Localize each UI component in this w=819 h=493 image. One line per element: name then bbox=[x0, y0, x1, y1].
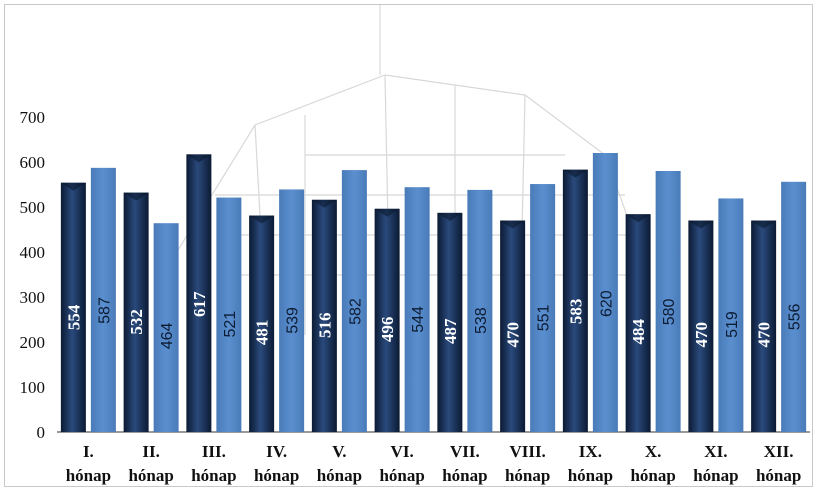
x-tick-label: hónap bbox=[505, 466, 550, 485]
bar-value-label: 487 bbox=[441, 318, 460, 344]
bar-top-bevel bbox=[123, 192, 149, 201]
bar-top-bevel bbox=[751, 220, 777, 229]
bar-series-2 bbox=[467, 189, 493, 432]
bar-top-bevel bbox=[500, 220, 526, 229]
y-tick-label: 400 bbox=[20, 243, 46, 262]
bar-value-label: 539 bbox=[285, 307, 302, 334]
x-tick-label: hónap bbox=[379, 466, 424, 485]
bar-top-bevel bbox=[562, 169, 588, 178]
x-tick-label: I. bbox=[83, 442, 94, 461]
x-tick-label: IV. bbox=[266, 442, 287, 461]
bar-series-1 bbox=[311, 199, 337, 432]
bar-series-2 bbox=[592, 153, 618, 432]
bar-value-label: 470 bbox=[504, 322, 523, 348]
bar-series-2 bbox=[216, 197, 242, 432]
y-tick-label: 0 bbox=[37, 423, 46, 442]
bar-series-2 bbox=[341, 170, 367, 432]
x-tick-label: hónap bbox=[128, 466, 173, 485]
bar-top-bevel bbox=[311, 199, 337, 208]
bar-series-2 bbox=[781, 181, 807, 432]
bar-top-bevel bbox=[625, 214, 651, 223]
x-tick-label: VI. bbox=[391, 442, 414, 461]
bar-value-label: 532 bbox=[127, 309, 146, 335]
x-tick-label: hónap bbox=[66, 466, 111, 485]
bar-value-label: 470 bbox=[755, 322, 774, 348]
bar-top-bevel bbox=[249, 215, 275, 224]
bar-series-2 bbox=[655, 171, 681, 432]
bar-value-label: 617 bbox=[190, 291, 209, 317]
bar-series-2 bbox=[404, 187, 430, 432]
x-tick-label: hónap bbox=[756, 466, 801, 485]
bar-value-label: 470 bbox=[692, 322, 711, 348]
x-tick-label: V. bbox=[332, 442, 346, 461]
bar-value-label: 587 bbox=[96, 297, 113, 324]
y-tick-label: 300 bbox=[20, 288, 46, 307]
bar-value-label: 583 bbox=[566, 299, 585, 325]
y-tick-label: 600 bbox=[20, 153, 46, 172]
bar-series-1 bbox=[437, 212, 463, 432]
x-tick-label: II. bbox=[142, 442, 159, 461]
bar-series-1 bbox=[123, 192, 149, 432]
y-tick-label: 700 bbox=[20, 108, 46, 127]
bar-value-label: 551 bbox=[536, 304, 553, 331]
bar-top-bevel bbox=[186, 154, 212, 163]
bar-series-1 bbox=[562, 169, 588, 432]
bar-value-label: 496 bbox=[378, 317, 397, 343]
x-tick-label: hónap bbox=[693, 466, 738, 485]
bar-series-1 bbox=[249, 215, 275, 432]
bar-series-1 bbox=[186, 154, 212, 432]
bar-top-bevel bbox=[688, 220, 714, 229]
bar-value-label: 516 bbox=[315, 312, 334, 338]
x-tick-label: hónap bbox=[442, 466, 487, 485]
bar-value-label: 464 bbox=[159, 323, 176, 350]
bar-series-2 bbox=[153, 223, 179, 432]
bar-series-1 bbox=[625, 214, 651, 432]
bar-value-label: 521 bbox=[222, 311, 239, 338]
bar-series-1 bbox=[60, 182, 86, 432]
bar-top-bevel bbox=[437, 212, 463, 221]
x-axis: I. hónap II. hónap III. hónap IV. hónap V. hónap V… bbox=[66, 442, 802, 485]
bar-top-bevel bbox=[60, 182, 86, 191]
y-tick-label: 200 bbox=[20, 333, 46, 352]
bar-series-1 bbox=[374, 208, 400, 432]
bar-series-2 bbox=[279, 189, 305, 432]
bar-value-label: 580 bbox=[661, 298, 678, 325]
bar-series-2 bbox=[90, 167, 116, 432]
x-tick-label: IX. bbox=[579, 442, 602, 461]
x-tick-label: hónap bbox=[317, 466, 362, 485]
x-tick-label: hónap bbox=[191, 466, 236, 485]
bar-value-label: 556 bbox=[787, 303, 804, 330]
bar-value-label: 620 bbox=[598, 290, 615, 317]
x-tick-label: hónap bbox=[568, 466, 613, 485]
bar-top-bevel bbox=[374, 208, 400, 217]
bar-series-1 bbox=[688, 220, 714, 432]
x-tick-label: XII. bbox=[764, 442, 794, 461]
bar-series-1 bbox=[751, 220, 777, 432]
y-axis: 0 100 200 300 400 500 600 700 bbox=[20, 108, 810, 442]
bar-value-label: 582 bbox=[347, 298, 364, 325]
x-tick-label: VIII. bbox=[509, 442, 545, 461]
y-tick-label: 100 bbox=[20, 378, 46, 397]
bar-value-label: 538 bbox=[473, 307, 490, 334]
bar-series-1 bbox=[500, 220, 526, 432]
x-tick-label: X. bbox=[645, 442, 662, 461]
y-tick-label: 500 bbox=[20, 198, 46, 217]
x-tick-label: VII. bbox=[450, 442, 480, 461]
bar-value-label: 544 bbox=[410, 306, 427, 333]
bar-value-label: 554 bbox=[64, 304, 83, 330]
bar-series-2 bbox=[718, 198, 744, 432]
bar-series-2 bbox=[530, 184, 556, 432]
x-tick-label: III. bbox=[202, 442, 226, 461]
bar-value-label: 481 bbox=[253, 320, 272, 346]
x-tick-label: hónap bbox=[630, 466, 675, 485]
x-tick-label: XI. bbox=[704, 442, 727, 461]
x-tick-label: hónap bbox=[254, 466, 299, 485]
chart-frame: 0 100 200 300 400 500 600 700 554 587 532 464 617 52… bbox=[4, 4, 813, 487]
bars bbox=[60, 153, 807, 432]
bar-value-label: 484 bbox=[629, 319, 648, 345]
bar-value-label: 519 bbox=[724, 311, 741, 338]
data-labels: 554 587 532 464 617 521 481 539 516 582 496 544 487 5… bbox=[64, 290, 803, 349]
bar-chart: 0 100 200 300 400 500 600 700 554 587 532 464 617 52… bbox=[20, 5, 810, 485]
